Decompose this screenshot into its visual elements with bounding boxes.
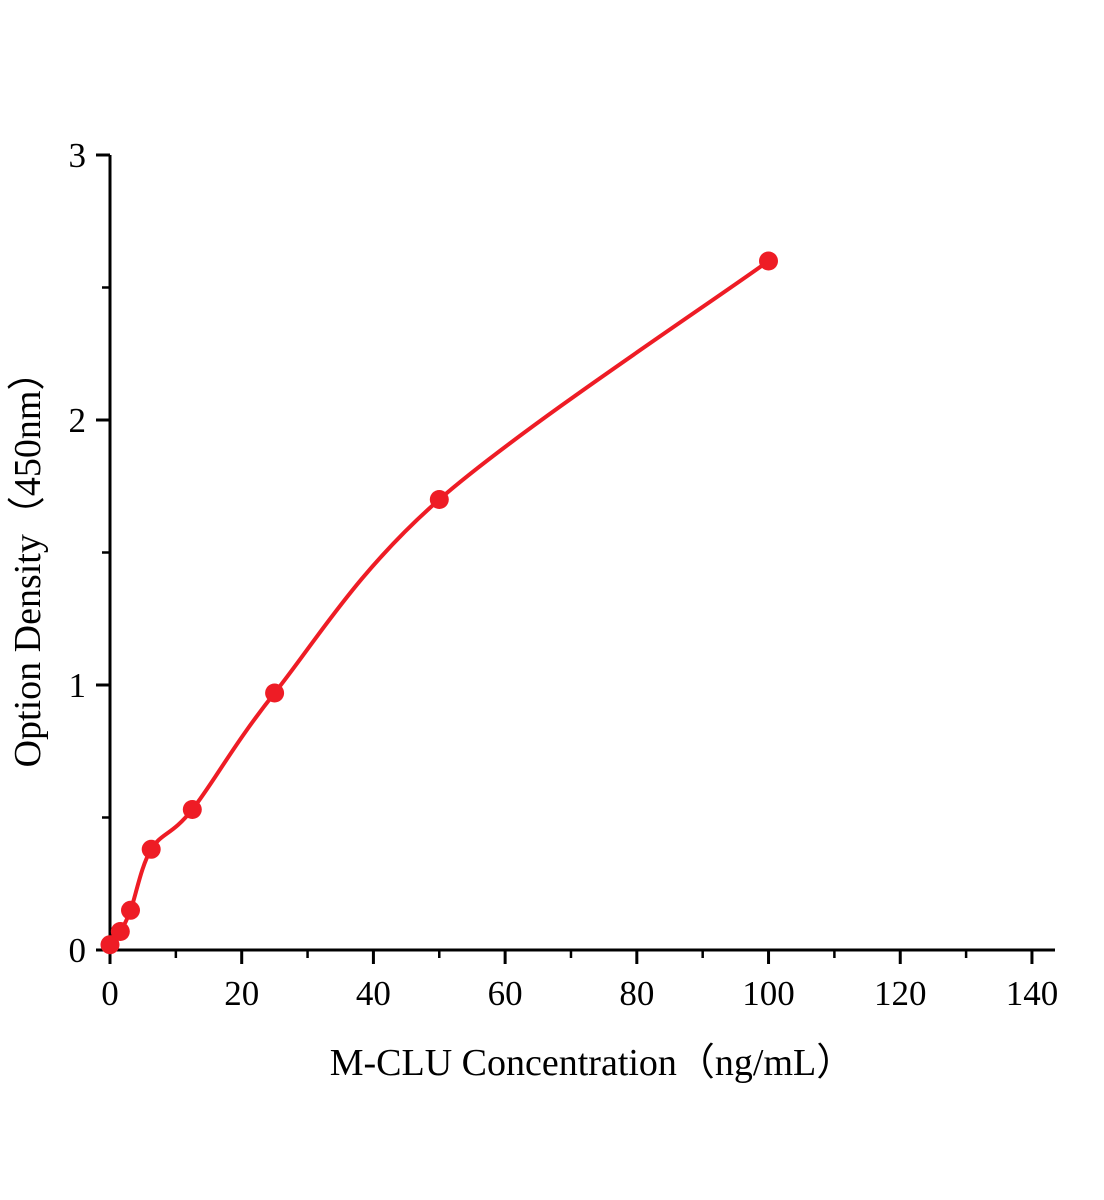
fit-curve	[108, 259, 771, 947]
data-point	[121, 900, 140, 920]
x-tick-label: 0	[101, 974, 119, 1013]
x-tick-label: 20	[224, 974, 259, 1013]
x-tick-label: 40	[356, 974, 391, 1013]
x-tick-label: 100	[742, 974, 795, 1013]
data-point	[429, 490, 449, 509]
x-axis-label: M-CLU Concentration（ng/mL）	[330, 1042, 855, 1084]
data-point	[182, 800, 202, 819]
y-tick-label: 1	[69, 666, 87, 705]
y-tick-label: 2	[69, 401, 87, 440]
x-tick-label: 60	[488, 974, 523, 1013]
x-tick-label: 120	[874, 974, 927, 1013]
y-tick-label: 0	[69, 931, 87, 970]
data-point	[265, 683, 285, 703]
data-point	[100, 935, 120, 955]
y-axis-label: Option Density（450nm）	[7, 353, 49, 768]
data-point	[110, 922, 130, 941]
y-tick-label: 3	[69, 136, 87, 175]
data-point	[759, 251, 778, 271]
x-tick-label: 80	[619, 974, 654, 1013]
x-tick-label: 140	[1006, 974, 1059, 1013]
data-point	[141, 839, 161, 859]
